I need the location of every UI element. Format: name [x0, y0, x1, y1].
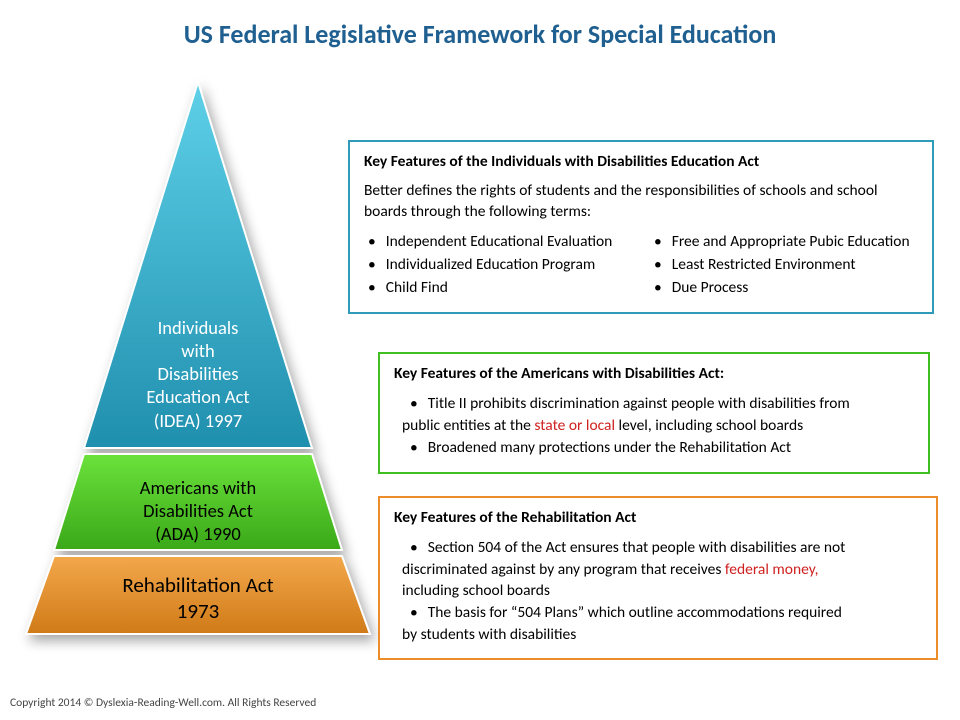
list-item: Independent Educational Evaluation: [368, 231, 632, 254]
list-item: Broadened many protections under the Reh…: [398, 437, 914, 460]
list-item: Child Find: [368, 277, 632, 300]
text: discriminated against by any program tha…: [402, 560, 725, 579]
text: public entities at the: [402, 416, 534, 435]
box-columns: Independent Educational Evaluation Indiv…: [364, 231, 918, 300]
box-heading: Key Features of the Individuals with Dis…: [364, 152, 918, 173]
list-item: Title II prohibits discrimination agains…: [398, 393, 914, 416]
list-item: Due Process: [654, 277, 918, 300]
info-box-rehab: Key Features of the Rehabilitation Act S…: [378, 496, 938, 660]
list-item: Free and Appropriate Pubic Education: [654, 231, 918, 254]
pyramid-top-label: IndividualswithDisabilitiesEducation Act…: [24, 316, 372, 432]
copyright: Copyright 2014 © Dyslexia-Reading-Well.c…: [10, 696, 316, 710]
list-continuation: including school boards: [398, 581, 922, 602]
highlight-text: state or local: [534, 416, 615, 435]
pyramid: IndividualswithDisabilitiesEducation Act…: [24, 78, 372, 638]
info-box-idea: Key Features of the Individuals with Dis…: [348, 140, 934, 314]
page-title: US Federal Legislative Framework for Spe…: [0, 0, 960, 50]
list-continuation: by students with disabilities: [398, 625, 922, 646]
list-item: Section 504 of the Act ensures that peop…: [398, 537, 922, 560]
box-body: Section 504 of the Act ensures that peop…: [394, 537, 922, 646]
list-continuation: discriminated against by any program tha…: [398, 560, 922, 581]
box-heading: Key Features of the Americans with Disab…: [394, 364, 914, 385]
info-box-ada: Key Features of the Americans with Disab…: [378, 352, 930, 474]
box-body: Title II prohibits discrimination agains…: [394, 393, 914, 460]
pyramid-middle-label: Americans withDisabilities Act(ADA) 1990: [24, 476, 372, 545]
highlight-text: federal money,: [725, 560, 819, 579]
list-continuation: public entities at the state or local le…: [398, 416, 914, 437]
text: level, including school boards: [615, 416, 803, 435]
list-item: Least Restricted Environment: [654, 254, 918, 277]
list-item: The basis for “504 Plans” which outline …: [398, 602, 922, 625]
box-intro: Better defines the rights of students an…: [364, 181, 918, 223]
box-col1: Independent Educational Evaluation Indiv…: [364, 231, 632, 300]
box-col2: Free and Appropriate Pubic Education Lea…: [650, 231, 918, 300]
box-heading: Key Features of the Rehabilitation Act: [394, 508, 922, 529]
pyramid-bottom-label: Rehabilitation Act1973: [24, 572, 372, 625]
list-item: Individualized Education Program: [368, 254, 632, 277]
